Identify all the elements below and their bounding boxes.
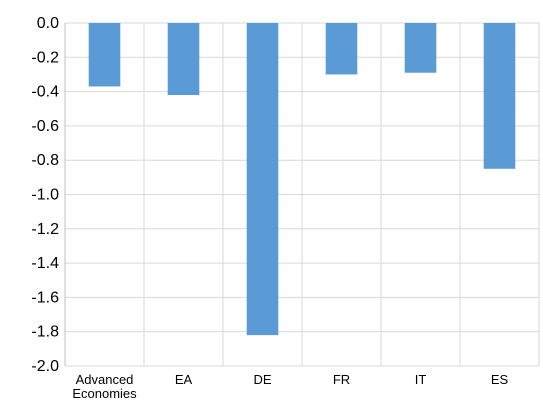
y-tick-label: -1.2 bbox=[31, 221, 59, 238]
bar-ea bbox=[167, 23, 200, 96]
bar-es bbox=[483, 23, 516, 169]
y-tick-label: -1.8 bbox=[31, 324, 59, 341]
grid-layer bbox=[65, 22, 540, 367]
y-tick-label: -0.4 bbox=[31, 84, 59, 101]
bar-layer bbox=[88, 23, 516, 336]
y-tick-label: -1.4 bbox=[31, 255, 59, 272]
bar-fr bbox=[325, 23, 358, 75]
x-category-labels: Advanced Economies EA DE FR IT ES bbox=[72, 372, 508, 401]
x-category-label-line: ES bbox=[491, 372, 509, 387]
y-tick-labels: 0.0 -0.2 -0.4 -0.6 -0.8 -1.0 -1.2 -1.4 -1.6 -1.8 -… bbox=[31, 15, 59, 375]
y-tick-label: -1.0 bbox=[31, 187, 59, 204]
bar-de bbox=[246, 23, 279, 336]
x-category-label-line: Economies bbox=[72, 386, 137, 401]
bar-advanced-economies bbox=[88, 23, 121, 87]
x-category-label: DE bbox=[253, 372, 271, 387]
y-tick-label: -0.6 bbox=[31, 118, 59, 135]
x-category-label-line: FR bbox=[333, 372, 350, 387]
y-tick-label: -2.0 bbox=[31, 358, 59, 375]
bar-it bbox=[404, 23, 437, 73]
x-category-label-line: EA bbox=[175, 372, 193, 387]
x-category-label-line: DE bbox=[253, 372, 271, 387]
y-tick-label: 0.0 bbox=[37, 15, 59, 32]
x-category-label: Advanced Economies bbox=[72, 372, 137, 401]
x-category-label: FR bbox=[333, 372, 350, 387]
x-category-label: IT bbox=[415, 372, 427, 387]
x-category-label: EA bbox=[175, 372, 193, 387]
y-tick-label: -0.2 bbox=[31, 49, 59, 66]
x-category-label-line: IT bbox=[415, 372, 427, 387]
x-category-label-line: Advanced bbox=[76, 372, 134, 387]
y-tick-label: -0.8 bbox=[31, 152, 59, 169]
x-category-label: ES bbox=[491, 372, 509, 387]
y-tick-label: -1.6 bbox=[31, 289, 59, 306]
